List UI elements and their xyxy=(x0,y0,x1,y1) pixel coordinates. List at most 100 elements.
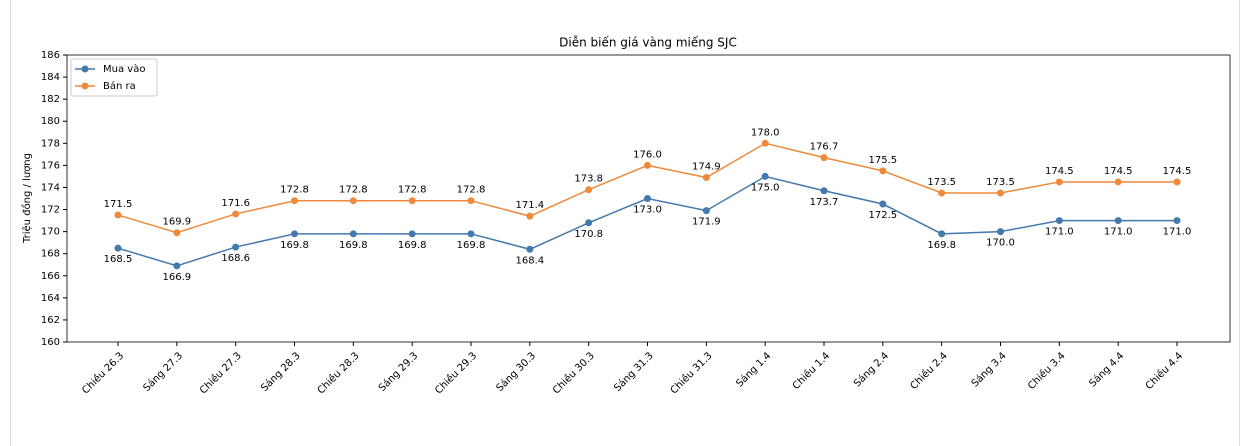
x-tick-label: Sáng 4.4 xyxy=(1087,350,1127,390)
value-label: 169.8 xyxy=(398,240,427,251)
y-tick-label: 178 xyxy=(41,138,60,149)
point xyxy=(408,230,416,238)
value-label: 174.5 xyxy=(1045,166,1074,177)
value-label: 176.7 xyxy=(810,142,839,153)
value-label: 173.0 xyxy=(633,205,662,216)
point xyxy=(938,189,946,197)
x-tick-label: Sáng 30.3 xyxy=(494,350,538,394)
x-tick-label: Chiều 4.4 xyxy=(1143,350,1185,392)
point xyxy=(879,167,887,175)
value-label: 172.8 xyxy=(398,185,427,196)
point xyxy=(1055,178,1063,186)
point xyxy=(467,230,475,238)
value-label: 171.5 xyxy=(104,199,133,210)
value-label: 176.0 xyxy=(633,149,662,160)
x-tick-label: Chiều 30.3 xyxy=(550,350,597,397)
value-label: 172.8 xyxy=(457,185,486,196)
value-label: 169.8 xyxy=(280,240,309,251)
value-label: 169.8 xyxy=(457,240,486,251)
legend-marker xyxy=(81,82,89,90)
point xyxy=(702,207,710,215)
x-tick-label: Sáng 28.3 xyxy=(258,350,302,394)
x-tick-label: Chiều 29.3 xyxy=(433,350,480,397)
x-tick-label: Chiều 1.4 xyxy=(790,350,832,392)
value-label: 166.9 xyxy=(163,272,192,283)
point xyxy=(644,195,651,202)
x-tick-label: Sáng 27.3 xyxy=(141,350,185,394)
value-label: 174.5 xyxy=(1104,166,1133,177)
value-label: 173.7 xyxy=(810,197,839,208)
point xyxy=(408,197,416,205)
value-label: 171.4 xyxy=(516,200,545,211)
value-label: 173.5 xyxy=(927,177,956,188)
point xyxy=(997,189,1004,197)
point xyxy=(467,197,475,205)
x-tick-label: Chiều 31.3 xyxy=(668,350,715,397)
legend: Mua vào Bán ra xyxy=(70,58,158,97)
legend-label: Bán ra xyxy=(103,80,136,92)
x-tick-label: Chiều 28.3 xyxy=(315,350,362,397)
point xyxy=(761,139,769,147)
x-tick-label: Sáng 3.4 xyxy=(969,350,1009,390)
point xyxy=(291,197,298,205)
value-label: 170.8 xyxy=(574,229,603,240)
value-label: 178.0 xyxy=(751,127,780,138)
y-tick-label: 166 xyxy=(41,271,60,282)
point xyxy=(761,172,769,180)
point xyxy=(820,187,828,195)
point xyxy=(349,230,357,238)
value-label: 168.5 xyxy=(104,254,133,265)
point xyxy=(349,197,357,205)
y-tick-label: 168 xyxy=(41,249,60,260)
y-tick-label: 162 xyxy=(41,315,60,326)
point xyxy=(1114,178,1122,186)
point xyxy=(526,245,534,253)
x-tick-label: Chiều 27.3 xyxy=(197,350,244,397)
point xyxy=(1173,217,1181,225)
y-tick-label: 182 xyxy=(41,94,60,105)
value-label: 171.0 xyxy=(1163,227,1192,238)
value-label: 168.4 xyxy=(516,255,545,266)
y-tick-label: 174 xyxy=(41,182,60,193)
value-label: 172.8 xyxy=(339,185,368,196)
legend-label: Mua vào xyxy=(103,63,145,75)
point xyxy=(114,211,122,219)
point xyxy=(585,186,593,194)
point xyxy=(173,229,181,237)
y-tick-label: 160 xyxy=(41,337,60,348)
y-tick-label: 186 xyxy=(41,50,60,61)
frame xyxy=(10,0,1240,446)
point xyxy=(291,230,298,238)
value-label: 171.0 xyxy=(1045,227,1074,238)
value-label: 174.9 xyxy=(692,162,721,173)
value-label: 171.6 xyxy=(221,198,250,209)
chart-title: Diễn biến giá vàng miếng SJC xyxy=(559,36,737,50)
value-label: 169.9 xyxy=(163,217,192,228)
x-tick-label: Sáng 1.4 xyxy=(734,350,774,390)
point xyxy=(585,219,593,227)
y-tick-label: 180 xyxy=(41,116,60,127)
value-label: 169.8 xyxy=(927,240,956,251)
x-tick-label: Chiều 2.4 xyxy=(908,350,950,392)
y-tick-label: 176 xyxy=(41,160,60,171)
point xyxy=(232,210,240,218)
point xyxy=(879,200,887,208)
point xyxy=(820,154,828,162)
value-label: 175.0 xyxy=(751,182,780,193)
point xyxy=(114,244,122,252)
value-label: 171.0 xyxy=(1104,227,1133,238)
y-tick-label: 184 xyxy=(41,72,60,83)
value-label: 175.5 xyxy=(869,155,898,166)
value-label: 170.0 xyxy=(986,238,1015,249)
x-tick-label: Sáng 2.4 xyxy=(851,350,891,390)
plot-frame xyxy=(66,54,1231,343)
legend-marker xyxy=(81,65,89,73)
point xyxy=(1114,217,1122,225)
point xyxy=(644,161,651,169)
value-label: 174.5 xyxy=(1163,166,1192,177)
x-tick-label: Sáng 31.3 xyxy=(611,350,655,394)
point xyxy=(232,243,240,251)
x-tick-label: Chiều 26.3 xyxy=(80,350,127,397)
value-label: 172.8 xyxy=(280,185,309,196)
